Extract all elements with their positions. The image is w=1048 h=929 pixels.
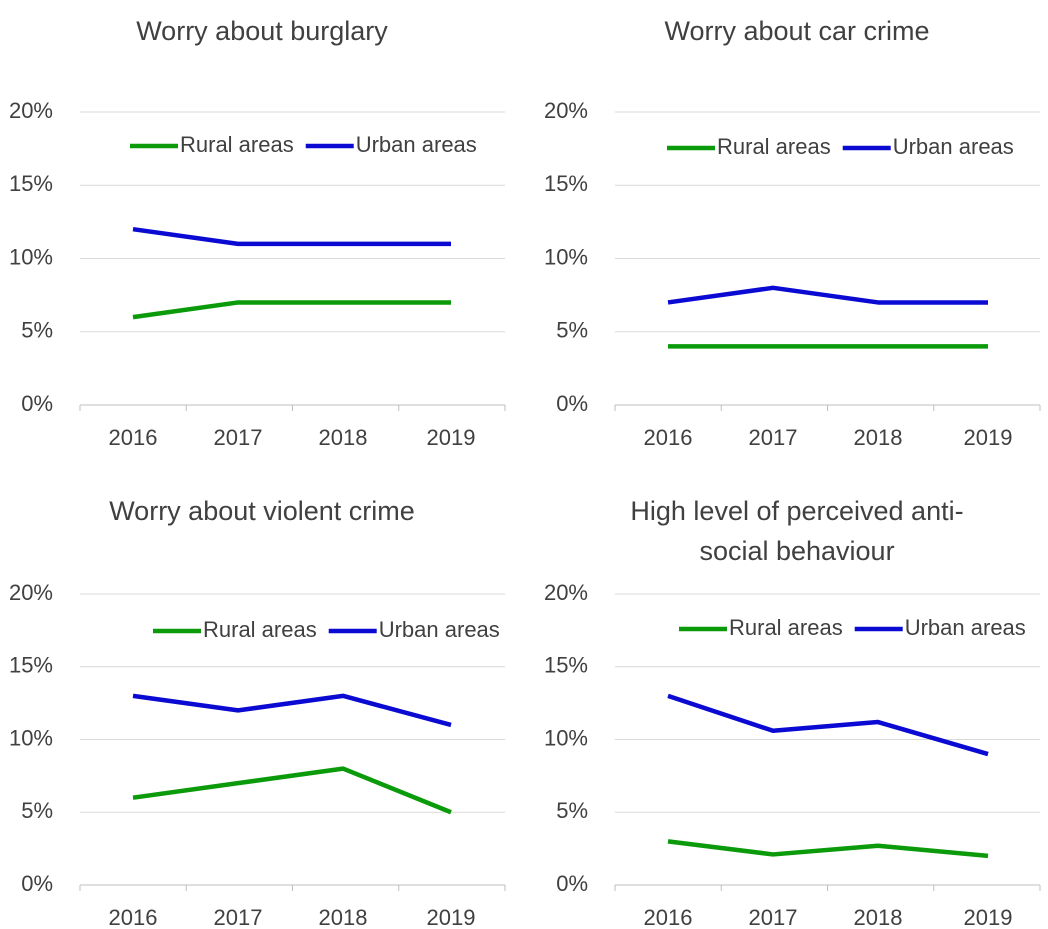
y-tick-label: 5%	[556, 318, 588, 343]
chart-panel-1: Worry about burglary 0% 5% 10% 15% 20% 2016 201…	[9, 16, 506, 450]
y-tick-label: 10%	[544, 244, 588, 269]
chart-panel-2: Worry about car crime 0% 5% 10% 15% 20% 2016 20…	[544, 16, 1041, 450]
x-tick-label: 2018	[854, 905, 903, 929]
series-line-rural-areas	[667, 839, 989, 859]
x-tick-label: 2016	[644, 905, 693, 929]
x-tick-label: 2017	[749, 425, 798, 450]
y-tick-label: 0%	[21, 871, 53, 896]
legend-label: Urban areas	[379, 617, 500, 642]
chart-title-line: social behaviour	[699, 536, 894, 566]
y-tick-label: 10%	[544, 725, 588, 750]
x-tick-label: 2017	[214, 425, 263, 450]
chart-title-line: Worry about violent crime	[109, 496, 415, 526]
y-tick-label: 20%	[9, 98, 53, 123]
y-tick-label: 0%	[556, 391, 588, 416]
y-tick-label: 5%	[556, 798, 588, 823]
series-line-urban-areas	[132, 693, 452, 728]
x-tick-label: 2017	[749, 905, 798, 929]
y-tick-label: 15%	[9, 171, 53, 196]
x-tick-label: 2019	[427, 905, 476, 929]
y-tick-label: 0%	[21, 391, 53, 416]
x-tick-label: 2016	[109, 905, 158, 929]
y-tick-label: 20%	[544, 98, 588, 123]
y-tick-label: 15%	[9, 653, 53, 678]
x-tick-label: 2016	[644, 425, 693, 450]
x-tick-label: 2019	[964, 905, 1013, 929]
y-tick-label: 20%	[9, 580, 53, 605]
legend-label: Rural areas	[180, 132, 294, 157]
series-line-urban-areas	[667, 693, 989, 757]
legend-label: Rural areas	[729, 615, 843, 640]
y-tick-label: 5%	[21, 798, 53, 823]
series-line-rural-areas	[132, 766, 452, 815]
chart-title-line: Worry about burglary	[136, 16, 388, 46]
series-line-rural-areas	[132, 300, 451, 320]
y-tick-label: 20%	[544, 580, 588, 605]
legend-label: Urban areas	[905, 615, 1026, 640]
chart-title-line: Worry about car crime	[664, 16, 929, 46]
y-tick-label: 10%	[9, 725, 53, 750]
y-tick-label: 0%	[556, 871, 588, 896]
legend-label: Rural areas	[203, 617, 317, 642]
legend-label: Urban areas	[356, 132, 477, 157]
chart-panel-3: Worry about violent crime 0% 5% 10% 15% 20% 20…	[9, 496, 506, 929]
x-tick-label: 2019	[964, 425, 1013, 450]
legend-label: Urban areas	[893, 134, 1014, 159]
x-tick-label: 2019	[427, 425, 476, 450]
y-tick-label: 15%	[544, 171, 588, 196]
x-tick-label: 2018	[319, 425, 368, 450]
series-line-urban-areas	[667, 285, 988, 305]
y-tick-label: 15%	[544, 653, 588, 678]
x-tick-label: 2017	[214, 905, 263, 929]
y-tick-label: 5%	[21, 318, 53, 343]
chart-title-line: High level of perceived anti-	[630, 496, 963, 526]
x-tick-label: 2018	[319, 905, 368, 929]
y-tick-label: 10%	[9, 244, 53, 269]
chart-panel-4: High level of perceived anti-social beha…	[544, 496, 1041, 929]
x-tick-label: 2016	[109, 425, 158, 450]
series-line-urban-areas	[132, 226, 451, 247]
legend-label: Rural areas	[717, 134, 831, 159]
x-tick-label: 2018	[854, 425, 903, 450]
